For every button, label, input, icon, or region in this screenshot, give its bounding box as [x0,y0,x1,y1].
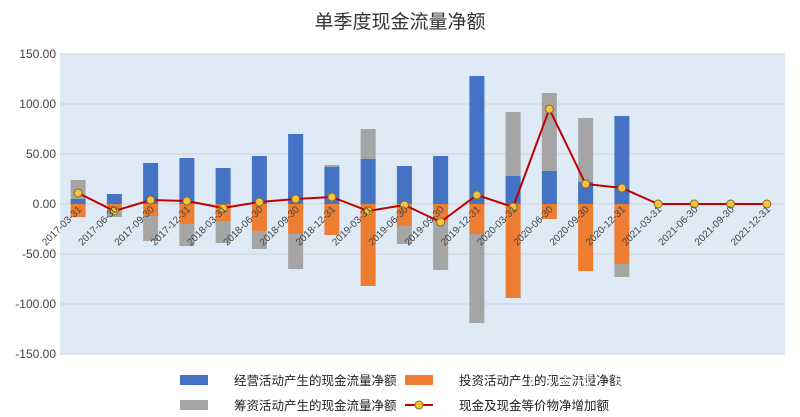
line-series [77,106,767,224]
legend-swatch [405,375,433,385]
bar-series-1 [106,194,122,204]
line-point [508,202,518,212]
bar-series-3 [505,112,521,176]
bar-series-2 [70,204,86,217]
net-increase-line [73,104,772,227]
line-point [689,199,699,209]
bars [70,76,630,323]
bar-series-3 [324,165,340,167]
bar-series-2 [578,204,594,271]
watermark-text: 雪球：库克船长去远航 [556,372,746,394]
line-point [581,179,591,189]
bar-series-2 [396,204,412,226]
bar-series-1 [70,199,86,204]
line-point [653,199,663,209]
y-tick-label: -50.00 [22,247,56,261]
bar-series-2 [288,204,304,234]
line-point [327,192,337,202]
bar-series-1 [143,163,159,204]
bar-series-2 [541,204,557,219]
bar-series-3 [614,264,630,277]
bar-series-1 [251,156,267,204]
line-point [73,188,83,198]
watermark: 雪球：库克船长去远航 [529,371,746,394]
line-point [762,199,772,209]
bar-series-2 [324,204,340,235]
line-point [363,206,373,216]
y-tick-label: -150.00 [15,347,56,361]
bar-series-1 [469,76,485,204]
line-point [436,217,446,227]
bar-series-3 [469,234,485,323]
line-point [399,200,409,210]
legend-label: 现金及现金等价物净增加额 [459,398,610,413]
bar-series-3 [578,118,594,182]
line-point [291,194,301,204]
line-point [146,195,156,205]
y-tick-label: 100.00 [19,97,56,111]
bar-series-3 [360,129,376,159]
legend-label: 筹资活动产生的现金流量净额 [234,398,397,413]
line-point [218,203,228,213]
line-point [472,190,482,200]
legend-swatch [180,400,208,410]
bar-series-2 [360,204,376,286]
bar-series-3 [215,221,231,243]
line-point [182,196,192,206]
bar-series-2 [179,204,195,224]
watermark-logo-icon [529,371,551,393]
legend-swatch [180,375,208,385]
bar-series-2 [505,204,521,298]
bar-series-2 [614,204,630,264]
chart-title: 单季度现金流量净额 [314,11,485,33]
bar-series-2 [251,204,267,231]
bar-series-1 [360,159,376,204]
bar-series-3 [179,224,195,246]
bar-series-3 [143,216,159,241]
y-tick-label: -100.00 [15,297,56,311]
bar-series-1 [578,182,594,204]
bar-series-1 [433,156,449,204]
line-point [726,199,736,209]
bar-series-1 [215,168,231,204]
line-point [544,104,554,114]
y-tick-label: 50.00 [26,147,56,161]
y-tick-label: 150.00 [19,47,56,61]
bar-series-3 [288,234,304,269]
legend-label: 投资活动产生的现金流量净额 [459,373,622,388]
bar-series-3 [251,231,267,249]
bar-series-1 [179,158,195,204]
legend-marker [414,400,424,410]
legend-label: 经营活动产生的现金流量净额 [234,373,397,388]
bar-series-1 [614,116,630,204]
bar-series-3 [541,93,557,171]
y-tick-label: 0.00 [33,197,57,211]
bar-series-2 [469,204,485,234]
line-point [254,197,264,207]
bar-series-1 [288,134,304,204]
bar-series-1 [396,166,412,204]
bar-series-3 [433,221,449,270]
bar-series-3 [396,226,412,244]
bar-series-2 [433,204,449,221]
y-axis-ticks: 150.00 100.00 50.00 0.00 -50.00 -100.00 -150.0… [15,47,56,361]
bar-series-1 [541,171,557,204]
line-point [109,206,119,216]
bar-series-2 [143,204,159,216]
line-point [617,183,627,193]
